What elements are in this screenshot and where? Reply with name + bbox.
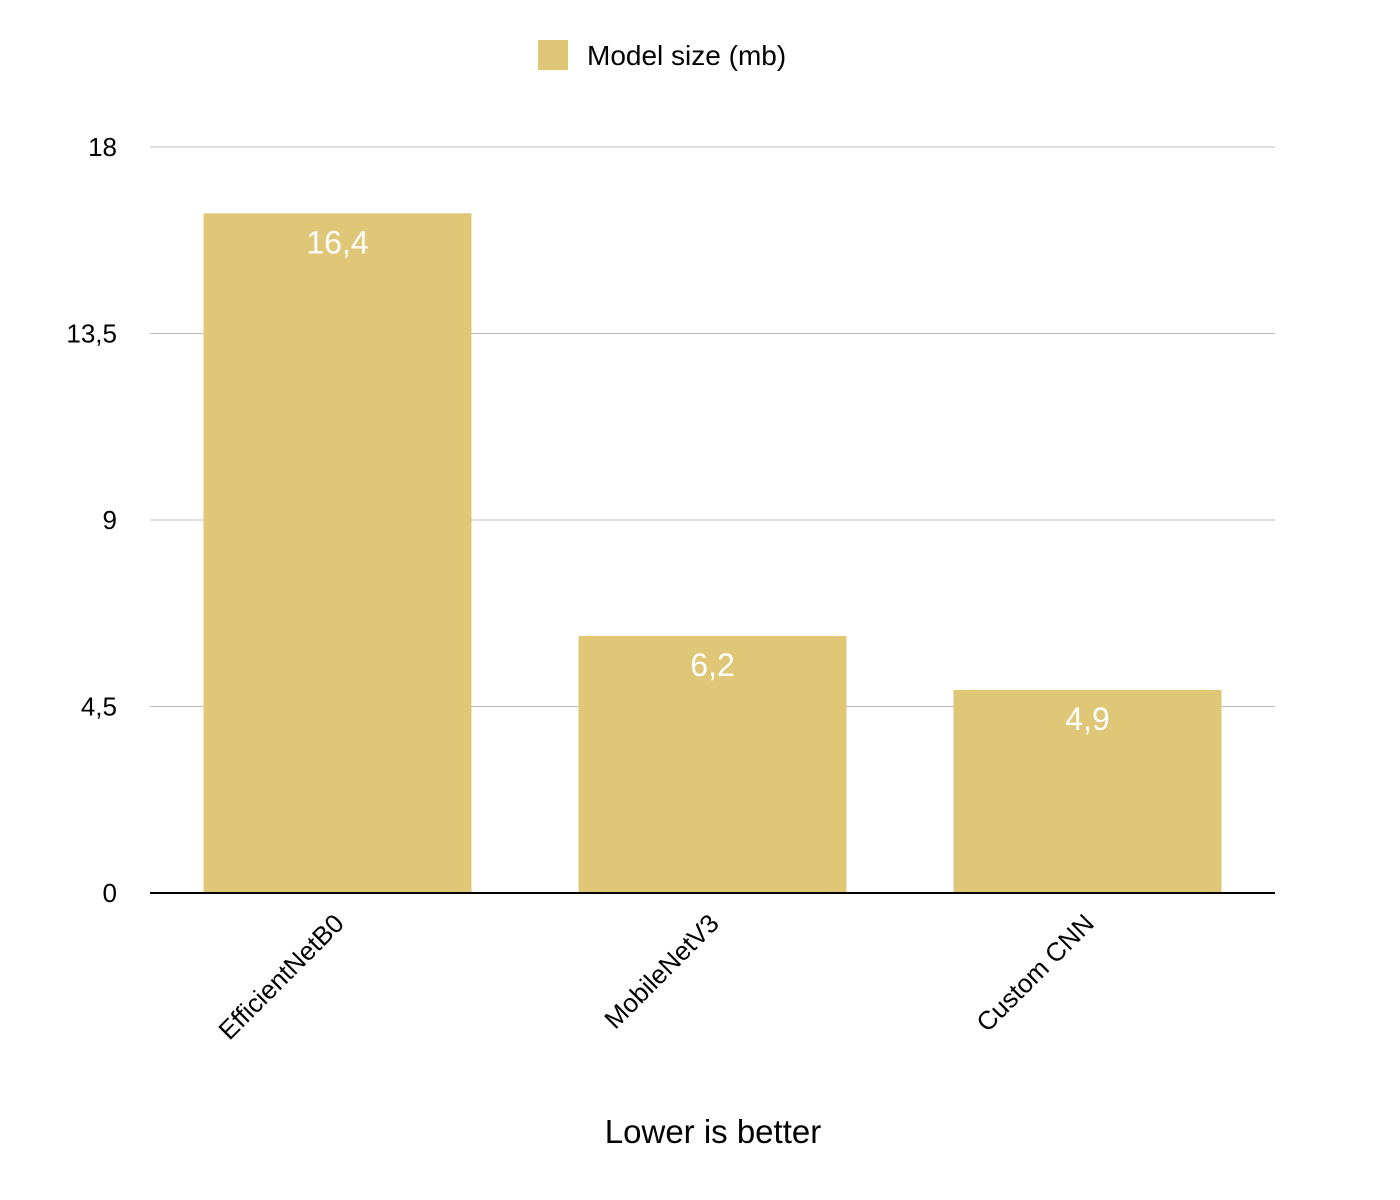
bar-value-label: 6,2 xyxy=(690,647,734,683)
x-axis-title: Lower is better xyxy=(605,1113,821,1150)
bar-value-label: 4,9 xyxy=(1065,701,1109,737)
x-tick-label: Custom CNN xyxy=(970,908,1100,1038)
bar xyxy=(578,636,847,893)
y-tick-label: 18 xyxy=(88,132,117,162)
x-tick-label: MobileNetV3 xyxy=(598,908,724,1034)
x-tick-label: EfficientNetB0 xyxy=(212,908,349,1045)
y-tick-label: 9 xyxy=(103,505,117,535)
bar xyxy=(953,689,1222,893)
x-axis-tick-labels: EfficientNetB0 MobileNetV3 Custom CNN xyxy=(212,908,1099,1045)
legend: Model size (mb) xyxy=(538,40,786,71)
y-tick-label: 13,5 xyxy=(66,319,117,349)
legend-swatch xyxy=(538,40,568,70)
bar-value-label: 16,4 xyxy=(306,224,368,260)
y-axis-tick-labels: 0 4,5 9 13,5 18 xyxy=(66,132,117,908)
y-tick-label: 4,5 xyxy=(81,692,117,722)
bars: 16,4 6,2 4,9 xyxy=(203,213,1222,894)
y-tick-label: 0 xyxy=(103,878,117,908)
bar xyxy=(203,213,472,894)
legend-label: Model size (mb) xyxy=(587,40,786,71)
